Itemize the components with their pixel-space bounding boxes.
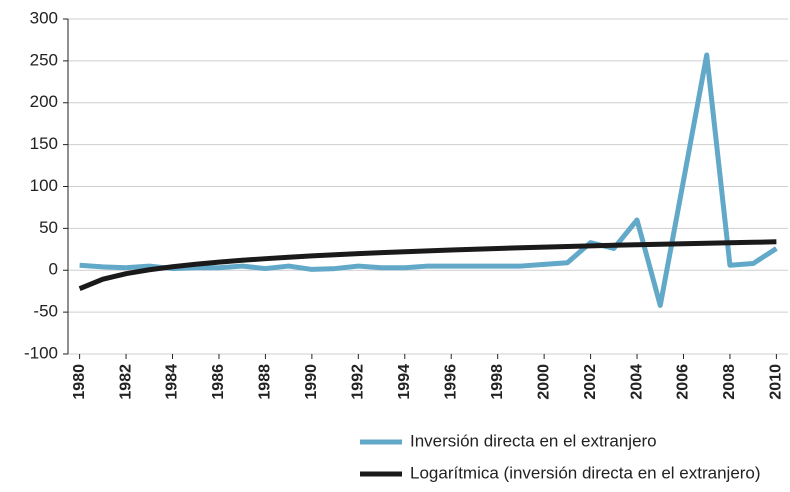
series-line	[79, 52, 778, 308]
y-tick-label: -100	[24, 343, 58, 362]
y-tick-label: 200	[30, 92, 58, 111]
legend-label: Inversión directa en el extranjero	[410, 431, 657, 450]
x-tick-label: 1990	[303, 364, 320, 400]
x-tick-label: 1992	[350, 364, 367, 400]
x-tick-label: 1988	[257, 364, 274, 400]
x-tick-label: 2010	[768, 364, 785, 400]
x-tick-label: 2006	[675, 364, 692, 400]
x-tick-label: 2002	[582, 364, 599, 400]
x-tick-label: 2000	[535, 364, 552, 400]
x-tick-label: 1986	[210, 364, 227, 400]
y-tick-label: 300	[30, 8, 58, 27]
x-tick-label: 1982	[117, 364, 134, 400]
legend-label: Logarítmica (inversión directa en el ext…	[410, 463, 761, 482]
y-tick-label: 250	[30, 50, 58, 69]
x-tick-label: 1998	[489, 364, 506, 400]
x-tick-label: 1980	[71, 364, 88, 400]
y-tick-label: 100	[30, 176, 58, 195]
series-line	[78, 239, 777, 291]
y-tick-label: -50	[33, 302, 58, 321]
x-tick-label: 1984	[164, 364, 181, 400]
x-tick-label: 2004	[628, 364, 645, 400]
y-tick-label: 0	[49, 260, 58, 279]
x-tick-label: 1996	[442, 364, 459, 400]
x-tick-label: 2008	[721, 364, 738, 400]
x-tick-label: 1994	[396, 364, 413, 400]
y-tick-label: 150	[30, 134, 58, 153]
y-tick-label: 50	[39, 218, 58, 237]
